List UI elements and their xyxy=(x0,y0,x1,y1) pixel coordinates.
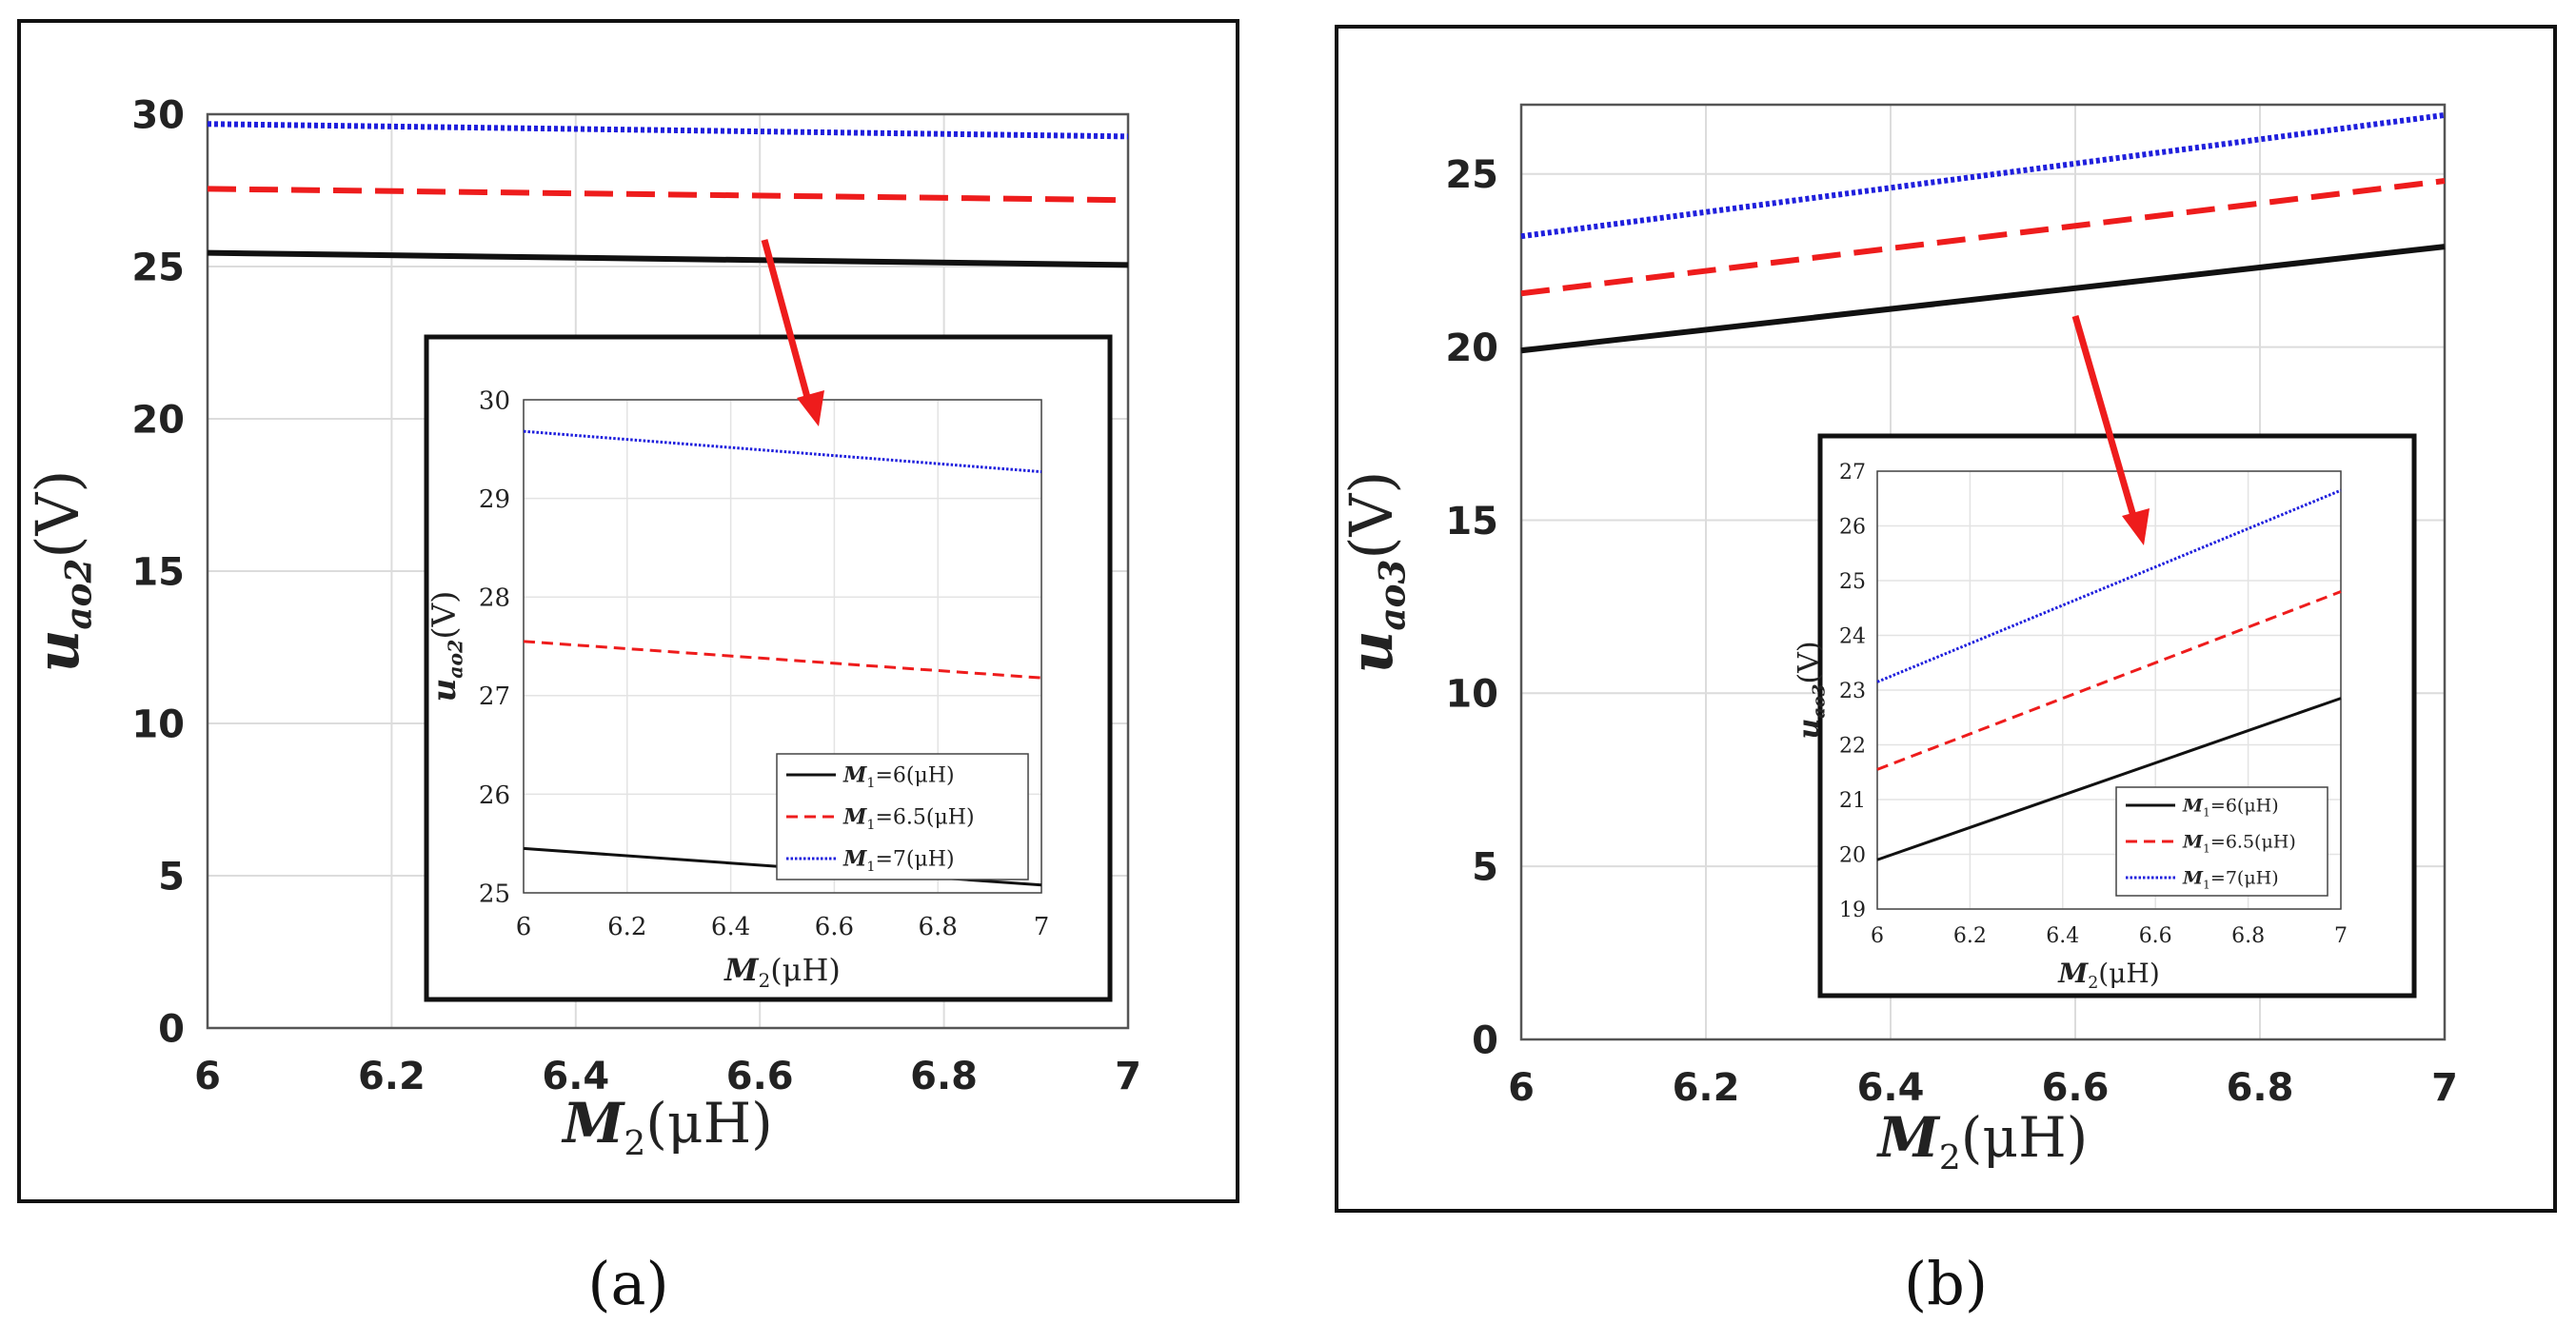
chart-b-inset: 6 6.2 6.4 6.6 6.8 7 19 20 21 22 23 24 25 26 27 M2(μH) ua… xyxy=(1793,433,2417,999)
a-main-xtick-label: 7 xyxy=(1115,1055,1141,1098)
b-inset-xtick-label: 6.2 xyxy=(1953,924,1987,948)
a-main-xtick-label: 6.4 xyxy=(542,1055,609,1098)
a-inset-legend-label-2: M1=7(μH) xyxy=(842,847,955,876)
zoom-arrow-b xyxy=(2071,315,2150,545)
zoom-arrow-a-head xyxy=(797,390,824,426)
b-inset-series-line-2 xyxy=(1876,488,2342,683)
b-main-xtick-label: 6 xyxy=(1508,1066,1535,1110)
a-main-ytick-label: 5 xyxy=(158,855,185,899)
b-inset-ytick-label: 22 xyxy=(1839,734,1866,758)
a-inset-axes-box xyxy=(523,399,1042,894)
b-main-series-line-0 xyxy=(1520,244,2446,354)
a-main-ytick-label: 0 xyxy=(158,1007,185,1051)
a-main-series-line-1 xyxy=(207,186,1129,204)
b-main-series-line-2 xyxy=(1520,111,2446,240)
a-main-y-axis-label: uao2(V) xyxy=(23,469,100,672)
a-inset-series-line-1 xyxy=(523,640,1042,680)
a-main-xtick-label: 6.6 xyxy=(726,1055,794,1098)
a-main-axes-box xyxy=(206,112,1130,1030)
a-main-xtick-label: 6 xyxy=(194,1055,221,1098)
a-inset-ytick-label: 25 xyxy=(479,880,510,908)
a-inset-ytick-label: 28 xyxy=(479,584,510,613)
a-inset-xtick-label: 6 xyxy=(516,913,532,941)
zoom-arrow-b-head xyxy=(2122,508,2150,545)
b-inset-xtick-label: 6 xyxy=(1871,924,1884,948)
a-main-series-line-0 xyxy=(207,249,1129,268)
a-inset-legend-label-0: M1=6(μH) xyxy=(842,763,955,792)
b-main-xtick-label: 7 xyxy=(2431,1066,2458,1110)
a-inset-ytick-label: 27 xyxy=(479,682,510,711)
a-main-ytick-label: 10 xyxy=(131,702,185,746)
b-inset-series-line-0 xyxy=(1876,697,2342,861)
a-inset-xtick-label: 7 xyxy=(1034,913,1050,941)
b-inset-ytick-label: 19 xyxy=(1839,899,1866,922)
b-main-ytick-label: 25 xyxy=(1445,153,1498,197)
b-inset-xtick-label: 6.4 xyxy=(2046,924,2079,948)
b-inset-xtick-label: 6.6 xyxy=(2139,924,2172,948)
a-inset-ytick-label: 26 xyxy=(479,781,510,810)
caption-b: (b) xyxy=(1904,1249,1988,1318)
a-inset-series-line-2 xyxy=(523,429,1042,474)
a-main-xtick-label: 6.2 xyxy=(358,1055,426,1098)
b-inset-legend-label-0: M1=6(μH) xyxy=(2182,796,2279,820)
a-main-ytick-label: 20 xyxy=(131,398,185,442)
b-main-ytick-label: 10 xyxy=(1445,673,1498,717)
b-main-axes-box xyxy=(1519,103,2447,1041)
b-main-xtick-label: 6.6 xyxy=(2042,1066,2110,1110)
b-inset-legend-label-2: M1=7(μH) xyxy=(2182,868,2279,892)
a-main-ytick-label: 30 xyxy=(131,93,185,137)
b-main-xtick-label: 6.4 xyxy=(1857,1066,1925,1110)
b-main-xtick-label: 6.8 xyxy=(2227,1066,2294,1110)
b-main-series-line-1 xyxy=(1520,178,2446,297)
a-inset-legend-label-1: M1=6.5(μH) xyxy=(842,805,975,834)
b-inset-series-line-1 xyxy=(1876,590,2342,771)
b-inset-ytick-label: 27 xyxy=(1839,461,1866,485)
b-main-ytick-label: 5 xyxy=(1472,846,1498,890)
b-main-ytick-label: 20 xyxy=(1445,326,1498,370)
b-main-ytick-label: 0 xyxy=(1472,1018,1498,1062)
a-inset-xtick-label: 6.2 xyxy=(607,913,646,941)
chart-a-inset: 6 6.2 6.4 6.6 6.8 7 25 26 27 28 29 30 M2(μH) uao2(V) M… xyxy=(424,334,1113,1002)
zoom-arrow-b-shaft xyxy=(2071,315,2141,530)
zoom-arrow-a-shaft xyxy=(761,239,815,412)
b-inset-ytick-label: 25 xyxy=(1839,570,1866,594)
b-inset-xtick-label: 7 xyxy=(2334,924,2348,948)
b-inset-ytick-label: 21 xyxy=(1839,789,1866,813)
b-inset-y-axis-label: uao3(V) xyxy=(1793,641,1830,739)
b-inset-xtick-label: 6.8 xyxy=(2231,924,2265,948)
a-inset-xtick-label: 6.8 xyxy=(919,913,958,941)
b-inset-ytick-label: 20 xyxy=(1839,843,1866,867)
a-main-x-axis-label: M2(μH) xyxy=(561,1091,773,1163)
a-main-ytick-label: 25 xyxy=(131,246,185,289)
zoom-arrow-a xyxy=(761,239,824,426)
b-inset-legend-label-1: M1=6.5(μH) xyxy=(2182,832,2296,856)
a-main-xtick-label: 6.8 xyxy=(910,1055,978,1098)
b-inset-ytick-label: 26 xyxy=(1839,515,1866,539)
a-inset-x-axis-label: M2(μH) xyxy=(723,952,841,992)
caption-a: (a) xyxy=(587,1249,668,1318)
b-main-x-axis-label: M2(μH) xyxy=(1876,1105,2089,1177)
a-inset-xtick-label: 6.6 xyxy=(815,913,854,941)
b-inset-ytick-label: 24 xyxy=(1839,624,1866,648)
b-inset-x-axis-label: M2(μH) xyxy=(2057,958,2160,993)
a-inset-xtick-label: 6.4 xyxy=(711,913,750,941)
a-inset-y-axis-label: uao2(V) xyxy=(426,591,466,702)
b-main-ytick-label: 15 xyxy=(1445,500,1498,544)
a-main-ytick-label: 15 xyxy=(131,550,185,594)
a-inset-ytick-label: 30 xyxy=(479,386,510,415)
b-inset-axes-box xyxy=(1876,470,2342,910)
b-main-xtick-label: 6.2 xyxy=(1673,1066,1740,1110)
a-main-series-line-2 xyxy=(207,121,1129,140)
a-inset-ytick-label: 29 xyxy=(479,485,510,514)
b-main-y-axis-label: uao3(V) xyxy=(1337,470,1414,673)
b-inset-ytick-label: 23 xyxy=(1839,680,1866,703)
